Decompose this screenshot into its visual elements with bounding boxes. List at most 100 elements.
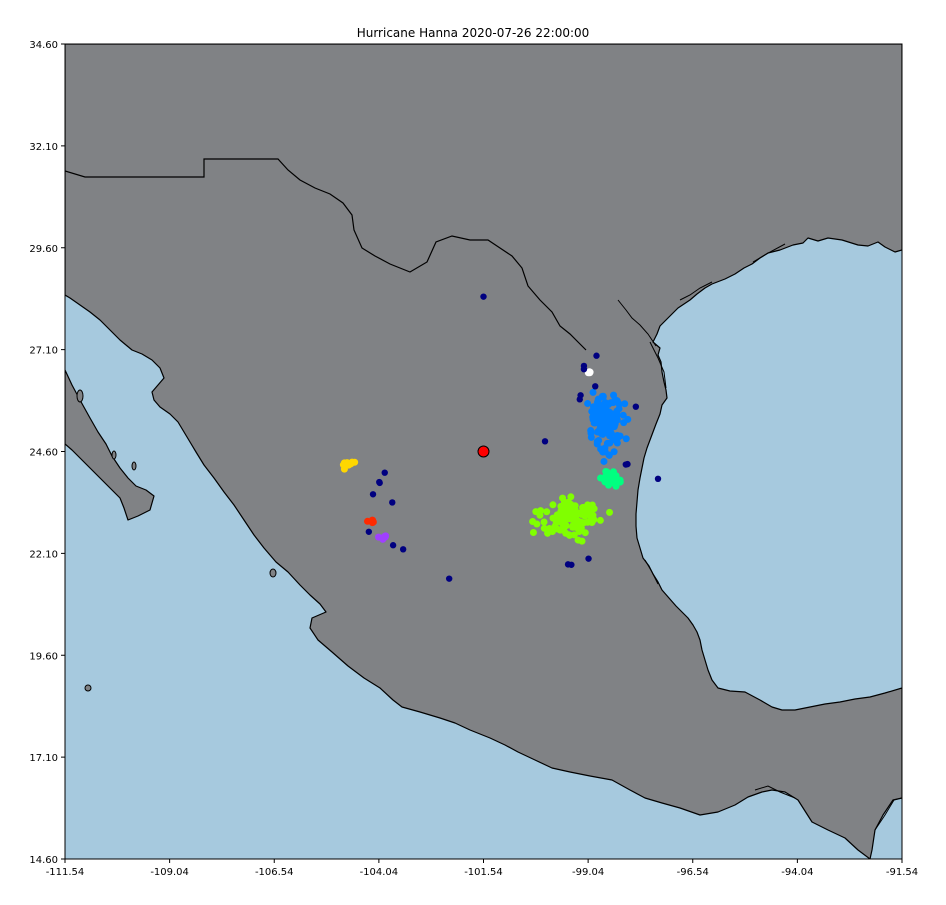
baja-peninsula: [65, 369, 155, 521]
y-tick-label: 32.10: [29, 142, 58, 153]
island: [269, 568, 277, 578]
cluster-point-blue: [606, 428, 614, 436]
lagoon-line: [644, 559, 659, 585]
cluster-point-blue: [599, 393, 607, 401]
cluster-point-blue: [606, 409, 614, 417]
cluster-point-lime: [570, 531, 578, 539]
cluster-point-blue: [600, 457, 608, 465]
y-tick-label: 24.60: [29, 448, 58, 459]
outlier-point: [365, 528, 373, 535]
cluster-point-lime: [549, 514, 557, 522]
x-tick-label: -101.54: [464, 867, 503, 878]
outlier-point: [564, 561, 572, 568]
cluster-point-lime: [540, 518, 548, 526]
y-tick-label: 27.10: [29, 346, 58, 357]
cluster-point-lime: [596, 516, 604, 524]
island: [131, 461, 137, 471]
island: [84, 684, 92, 692]
cluster-point-lime: [559, 523, 567, 531]
cluster-point-lime: [577, 524, 585, 532]
outlier-point: [389, 499, 396, 506]
cluster-point-lime: [529, 528, 537, 536]
us-mexico-border: [65, 158, 587, 351]
cluster-point-blue: [602, 403, 610, 411]
coast-detail: [874, 797, 902, 831]
cluster-point-lime: [543, 508, 551, 516]
y-tick-label: 34.60: [29, 40, 58, 51]
cluster-point-lime: [590, 516, 598, 524]
cluster-point-blue: [610, 448, 618, 456]
cluster-point-blue: [615, 405, 623, 413]
cluster-point-blue: [609, 415, 617, 423]
cluster-point-lime: [581, 529, 589, 537]
cluster-point-blue: [592, 419, 600, 427]
outlier-point: [480, 293, 487, 300]
outlier-point: [445, 575, 453, 582]
cluster-point-blue: [587, 433, 595, 441]
cluster-point-lime: [565, 531, 573, 539]
cluster-point-lime: [572, 512, 580, 520]
outlier-point: [632, 403, 640, 410]
cluster-point-spring-green: [602, 472, 610, 480]
x-tick-label: -94.04: [781, 867, 813, 878]
cluster-point-blue: [598, 421, 606, 429]
coast-detail: [679, 281, 713, 301]
cluster-point-blue: [589, 388, 597, 396]
cluster-point-yellow: [340, 459, 348, 467]
cluster-point-lime: [559, 494, 567, 502]
outlier-point: [381, 469, 388, 476]
outlier-point: [369, 491, 377, 498]
coast-detail: [754, 785, 796, 799]
x-tick-label: -109.04: [150, 867, 189, 878]
cluster-point-lime: [569, 521, 577, 529]
cluster-point-blue: [619, 411, 627, 419]
cluster-point-blue: [604, 416, 612, 424]
cluster-point-spring-green: [609, 468, 617, 476]
y-tick-label: 17.10: [29, 753, 58, 764]
axis-ticks: -111.54 -109.04 -106.54 -104.04 -101.54 -99.0…: [29, 40, 918, 878]
y-tick-label: 29.60: [29, 244, 58, 255]
map-plot-area: [65, 44, 902, 859]
y-tick-label: 19.60: [29, 651, 58, 662]
cluster-point-blue: [593, 428, 601, 436]
cluster-point-lime: [579, 503, 587, 511]
outlier-point: [622, 461, 629, 468]
island: [76, 389, 84, 403]
cluster-point-blue: [610, 391, 618, 399]
outlier-point: [580, 365, 588, 373]
outlier-point: [593, 352, 600, 359]
outlier-point: [376, 479, 383, 487]
y-tick-label: 14.60: [29, 855, 58, 866]
hurricane-center-marker: [477, 445, 490, 458]
cluster-point-lime: [536, 511, 544, 519]
cluster-point-lime: [549, 501, 557, 509]
cluster-point-blue: [603, 439, 611, 447]
map-title: Hurricane Hanna 2020-07-26 22:00:00: [356, 26, 590, 40]
outlier-point: [577, 392, 584, 399]
x-tick-label: -99.04: [572, 867, 604, 878]
y-tick-label: 22.10: [29, 549, 58, 560]
outlier-point: [389, 542, 397, 549]
outlier-point: [654, 475, 662, 483]
x-tick-label: -104.04: [360, 867, 399, 878]
outlier-point: [585, 555, 592, 562]
coast-detail: [752, 243, 786, 263]
island: [111, 450, 117, 460]
cluster-point-yellow: [340, 465, 348, 473]
x-tick-label: -106.54: [255, 867, 294, 878]
cluster-point-lime: [564, 498, 572, 506]
cluster-point-lime: [567, 493, 575, 501]
cluster-point-blue: [599, 430, 607, 438]
x-tick-label: -91.54: [886, 867, 918, 878]
cluster-point-lime: [548, 528, 556, 536]
x-tick-label: -111.54: [46, 867, 85, 878]
cluster-point-lime: [577, 509, 585, 517]
cluster-point-blue: [613, 432, 621, 440]
river-border: [617, 299, 657, 347]
x-tick-label: -96.54: [677, 867, 709, 878]
cluster-point-blue: [622, 435, 630, 443]
cluster-point-lime: [574, 536, 582, 544]
cluster-point-red-orange: [369, 518, 377, 526]
cluster-point-blue: [584, 399, 592, 407]
